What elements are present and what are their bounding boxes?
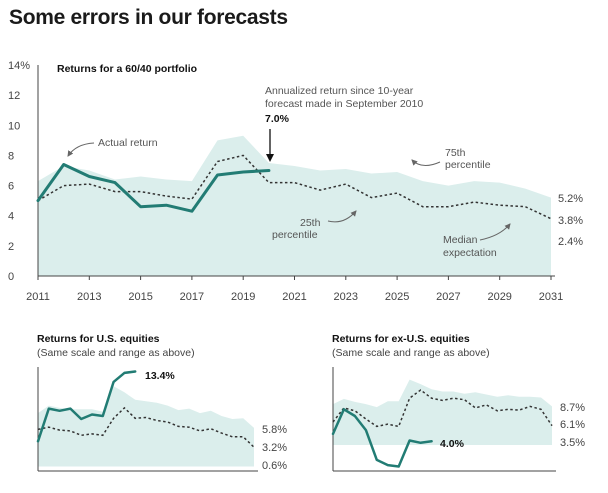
x-tick-label: 2027 (436, 291, 460, 303)
x-tick-label: 2029 (487, 291, 511, 303)
p25-annotation-line1: 25th (300, 217, 321, 229)
since-annotation-line1: Annualized return since 10-year (265, 85, 414, 97)
x-tick-label: 2013 (77, 291, 101, 303)
main-panel-title: Returns for a 60/40 portfolio (57, 63, 197, 75)
x-tick-label: 2021 (282, 291, 306, 303)
us-equities-panel (36, 367, 258, 472)
exus-percentile-band (333, 379, 552, 445)
median-annotation-line1: Median (443, 234, 478, 246)
exus-median-line (332, 389, 553, 428)
main-end-label-median: 3.8% (558, 215, 583, 227)
x-tick-label: 2015 (128, 291, 152, 303)
exus-panel-subtitle: (Same scale and range as above) (332, 347, 490, 359)
us-end-label-p75: 5.8% (262, 424, 287, 436)
y-tick-label: 14% (8, 60, 30, 72)
actual-return-arrow (67, 142, 95, 157)
x-tick-label: 2019 (231, 291, 255, 303)
y-tick-label: 2 (8, 241, 14, 253)
x-tick-label: 2031 (539, 291, 563, 303)
y-tick-label: 10 (8, 120, 20, 132)
main-percentile-band (38, 135, 551, 276)
main-actual-return-line (36, 163, 271, 213)
x-tick-label: 2017 (180, 291, 204, 303)
us-actual-return-line (36, 370, 137, 443)
since-annotation-line2: forecast made in September 2010 (265, 98, 423, 110)
p75-arrow (411, 159, 441, 166)
p75-annotation-line1: 75th (445, 147, 466, 159)
main-panel: 0 2 4 6 8 10 12 14% 2011 2013 2015 2017 2019 2021 2023… (8, 60, 563, 303)
us-percentile-band (38, 386, 254, 467)
y-tick-label: 6 (8, 181, 14, 193)
actual-return-annotation: Actual return (98, 137, 158, 149)
us-median-line (37, 406, 255, 448)
y-tick-label: 0 (8, 271, 14, 283)
exus-actual-return-line (331, 408, 433, 468)
us-panel-subtitle: (Same scale and range as above) (37, 347, 195, 359)
p75-annotation-line2: percentile (445, 159, 491, 171)
since-annotation-value: 7.0% (265, 113, 290, 125)
median-arrow (479, 223, 511, 241)
p25-arrow (327, 210, 357, 223)
exus-end-label-median: 6.1% (560, 419, 585, 431)
exus-value-label: 4.0% (440, 438, 465, 450)
ex-us-equities-panel (331, 367, 556, 472)
exus-end-label-p75: 8.7% (560, 402, 585, 414)
us-value-label: 13.4% (145, 370, 175, 382)
exus-panel-title: Returns for ex-U.S. equities (332, 333, 470, 345)
us-end-label-p25: 0.6% (262, 460, 287, 472)
us-panel-title: Returns for U.S. equities (37, 333, 160, 345)
y-tick-label: 12 (8, 90, 20, 102)
x-tick-label: 2025 (385, 291, 409, 303)
y-tick-label: 4 (8, 211, 14, 223)
p25-annotation-line2: percentile (272, 229, 318, 241)
main-end-label-p25: 2.4% (558, 236, 583, 248)
us-end-label-median: 3.2% (262, 442, 287, 454)
x-tick-label: 2011 (26, 291, 50, 303)
page-title: Some errors in our forecasts (9, 6, 288, 29)
main-end-label-p75: 5.2% (558, 193, 583, 205)
y-tick-label: 8 (8, 150, 14, 162)
x-tick-label: 2023 (334, 291, 358, 303)
median-annotation-line2: expectation (443, 247, 497, 259)
exus-end-label-p25: 3.5% (560, 437, 585, 449)
